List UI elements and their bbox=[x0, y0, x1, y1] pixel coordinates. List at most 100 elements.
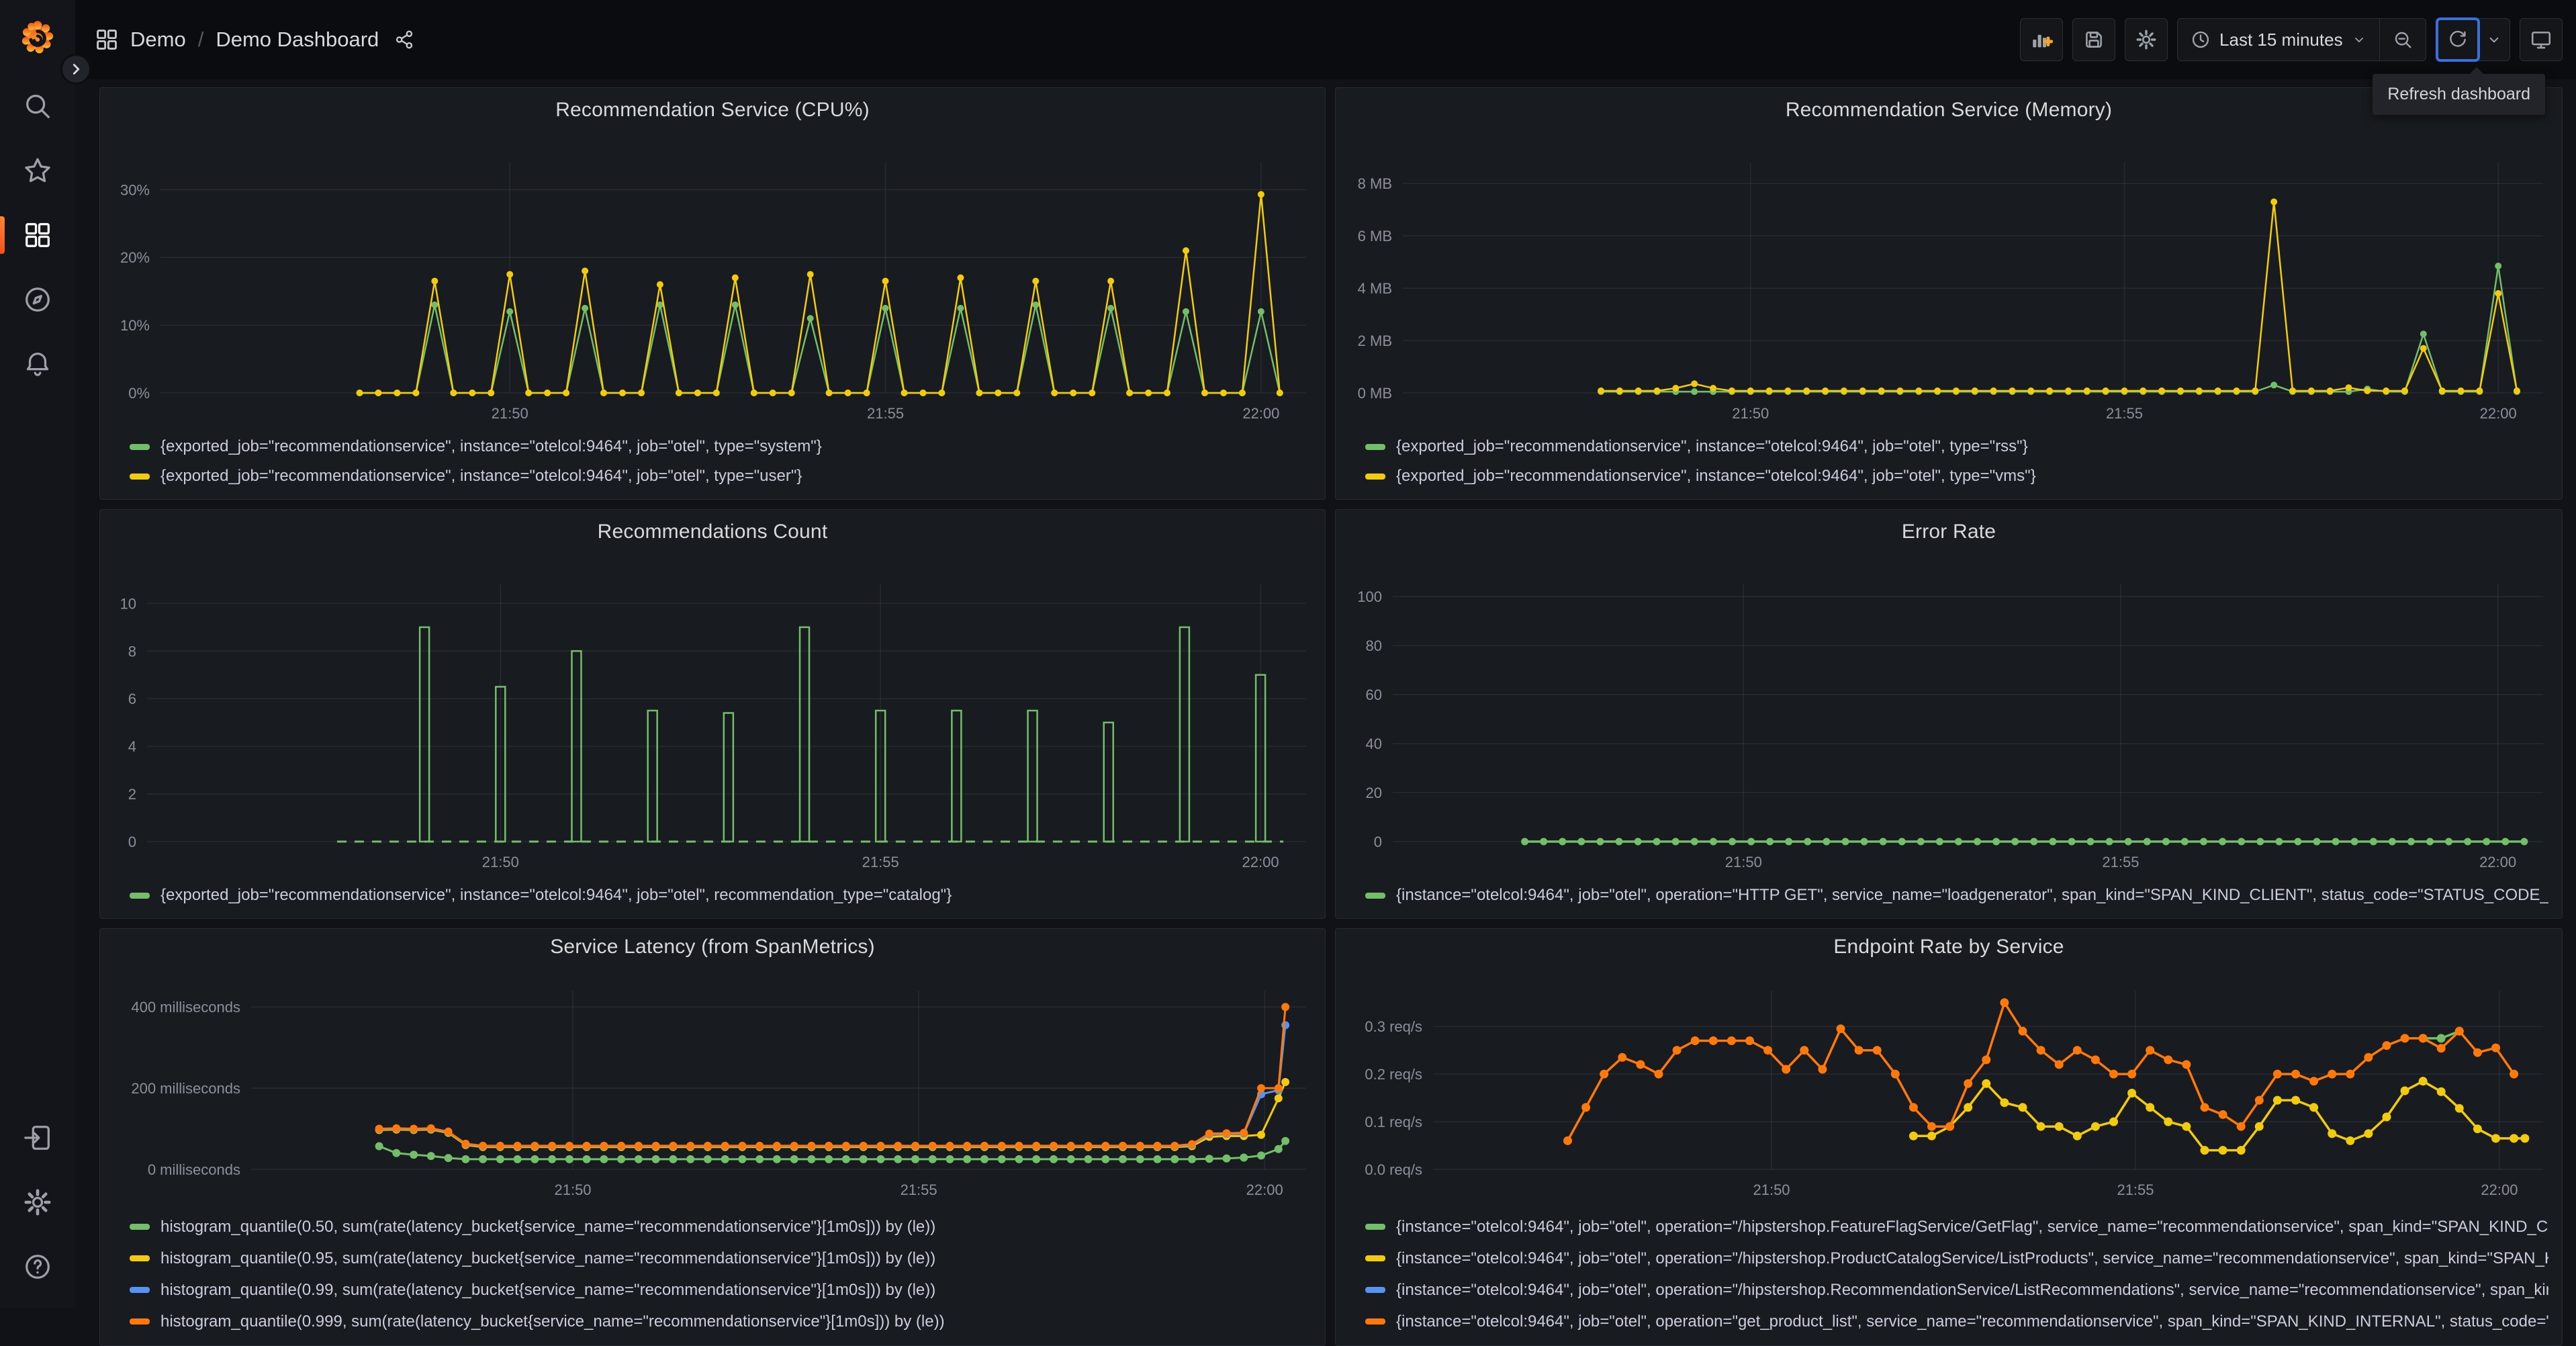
star-icon bbox=[22, 155, 53, 186]
sidebar-item-alerting[interactable] bbox=[0, 332, 75, 396]
panel-title[interactable]: Recommendations Count bbox=[598, 521, 828, 543]
legend-swatch-icon bbox=[130, 474, 150, 480]
bell-icon bbox=[22, 349, 53, 379]
panel-header[interactable]: Endpoint Rate by Service bbox=[1336, 929, 2562, 965]
svg-text:6: 6 bbox=[128, 690, 136, 707]
legend-item[interactable]: {exported_job="recommendationservice", i… bbox=[1365, 461, 2548, 491]
svg-text:21:50: 21:50 bbox=[1732, 405, 1769, 422]
svg-text:22:00: 22:00 bbox=[1242, 405, 1279, 422]
legend-item[interactable]: {instance="otelcol:9464", job="otel", op… bbox=[1365, 881, 2548, 910]
breadcrumb-folder[interactable]: Demo bbox=[130, 28, 186, 52]
panel-header[interactable]: Recommendation Service (CPU%) bbox=[100, 88, 1325, 132]
dashboard-settings-button[interactable] bbox=[2125, 18, 2168, 61]
legend-swatch-icon bbox=[130, 1255, 150, 1261]
svg-text:6 MB: 6 MB bbox=[1358, 228, 1392, 244]
legend-item[interactable]: {instance="otelcol:9464", job="otel", op… bbox=[1365, 1274, 2548, 1306]
time-range-picker[interactable]: Last 15 minutes bbox=[2178, 19, 2379, 60]
svg-text:40: 40 bbox=[1366, 735, 1382, 752]
svg-text:22:00: 22:00 bbox=[1246, 1181, 1283, 1198]
add-panel-icon bbox=[2030, 28, 2053, 51]
legend-swatch-icon bbox=[130, 893, 150, 899]
sidebar-item-search[interactable] bbox=[0, 74, 75, 138]
sidebar-item-dashboards[interactable] bbox=[0, 203, 75, 267]
panel-title[interactable]: Endpoint Rate by Service bbox=[1833, 936, 2064, 958]
legend-item[interactable]: {instance="otelcol:9464", job="otel", op… bbox=[1365, 1211, 2548, 1243]
legend-swatch-icon bbox=[130, 1318, 150, 1325]
legend-item[interactable]: {exported_job="recommendationservice", i… bbox=[1365, 432, 2548, 461]
svg-text:400 milliseconds: 400 milliseconds bbox=[131, 999, 240, 1016]
active-indicator bbox=[0, 216, 5, 254]
panel-header[interactable]: Service Latency (from SpanMetrics) bbox=[100, 929, 1325, 965]
svg-text:0 milliseconds: 0 milliseconds bbox=[148, 1161, 240, 1178]
svg-text:0 MB: 0 MB bbox=[1358, 385, 1392, 402]
sidebar-item-help[interactable] bbox=[0, 1235, 75, 1299]
legend-item[interactable]: histogram_quantile(0.999, sum(rate(laten… bbox=[130, 1306, 1312, 1337]
compass-icon bbox=[22, 284, 53, 315]
legend-item[interactable]: {exported_job="recommendationservice", i… bbox=[130, 881, 1312, 910]
sidebar-item-sign-in[interactable] bbox=[0, 1106, 75, 1170]
refresh-group bbox=[2436, 18, 2510, 61]
panel-title[interactable]: Error Rate bbox=[1902, 521, 1996, 543]
legend-item[interactable]: {instance="otelcol:9464", job="otel", op… bbox=[1365, 1243, 2548, 1274]
breadcrumb-dashboard[interactable]: Demo Dashboard bbox=[216, 28, 379, 52]
legend-swatch-icon bbox=[1365, 474, 1385, 480]
count-legend: {exported_job="recommendationservice", i… bbox=[100, 881, 1325, 918]
legend-swatch-icon bbox=[1365, 893, 1385, 899]
sidebar bbox=[0, 0, 75, 1308]
top-nav: Demo / Demo Dashboard bbox=[75, 0, 2576, 79]
svg-text:0%: 0% bbox=[128, 385, 150, 402]
svg-text:22:00: 22:00 bbox=[2481, 1181, 2518, 1198]
tv-mode-button[interactable] bbox=[2520, 18, 2563, 61]
legend-label: {instance="otelcol:9464", job="otel", op… bbox=[1396, 886, 2548, 905]
sidebar-item-favorites[interactable] bbox=[0, 138, 75, 203]
legend-item[interactable]: {instance="otelcol:9464", job="otel", op… bbox=[1365, 1306, 2548, 1337]
panel-title[interactable]: Recommendation Service (CPU%) bbox=[555, 99, 870, 122]
svg-text:0.0 req/s: 0.0 req/s bbox=[1365, 1161, 1422, 1178]
svg-text:0.2 req/s: 0.2 req/s bbox=[1365, 1066, 1422, 1083]
legend-swatch-icon bbox=[1365, 444, 1385, 450]
sidebar-item-settings[interactable] bbox=[0, 1170, 75, 1235]
add-panel-button[interactable] bbox=[2020, 18, 2063, 61]
expand-sidebar-button[interactable] bbox=[60, 54, 91, 85]
svg-text:2: 2 bbox=[128, 786, 136, 803]
legend-label: {exported_job="recommendationservice", i… bbox=[1396, 467, 2036, 486]
svg-text:30%: 30% bbox=[120, 181, 150, 198]
legend-label: {exported_job="recommendationservice", i… bbox=[160, 886, 952, 905]
nav-actions: Last 15 minutes bbox=[2020, 18, 2563, 61]
zoom-out-button[interactable] bbox=[2380, 19, 2426, 60]
svg-text:4: 4 bbox=[128, 738, 136, 755]
monitor-icon bbox=[2530, 28, 2552, 51]
legend-item[interactable]: {exported_job="recommendationservice", i… bbox=[130, 461, 1312, 491]
legend-item[interactable]: histogram_quantile(0.99, sum(rate(latenc… bbox=[130, 1274, 1312, 1306]
legend-swatch-icon bbox=[130, 1287, 150, 1293]
refresh-icon bbox=[2447, 29, 2469, 50]
svg-text:80: 80 bbox=[1366, 637, 1382, 654]
svg-text:10: 10 bbox=[120, 595, 136, 612]
legend-item[interactable]: {exported_job="recommendationservice", i… bbox=[130, 432, 1312, 461]
save-icon bbox=[2082, 28, 2105, 51]
panel-title[interactable]: Service Latency (from SpanMetrics) bbox=[550, 936, 875, 958]
svg-text:20%: 20% bbox=[120, 249, 150, 266]
sidebar-item-explore[interactable] bbox=[0, 267, 75, 332]
panel-header[interactable]: Recommendations Count bbox=[100, 510, 1325, 554]
panel-title[interactable]: Recommendation Service (Memory) bbox=[1786, 99, 2112, 122]
svg-text:21:50: 21:50 bbox=[482, 854, 519, 870]
panel-header[interactable]: Error Rate bbox=[1336, 510, 2562, 554]
share-icon[interactable] bbox=[394, 29, 415, 50]
legend-swatch-icon bbox=[1365, 1318, 1385, 1325]
legend-item[interactable]: histogram_quantile(0.95, sum(rate(latenc… bbox=[130, 1243, 1312, 1274]
refresh-interval-dropdown[interactable] bbox=[2479, 19, 2510, 60]
svg-text:22:00: 22:00 bbox=[2480, 405, 2517, 422]
error-rate-legend: {instance="otelcol:9464", job="otel", op… bbox=[1336, 881, 2562, 918]
legend-item[interactable]: histogram_quantile(0.50, sum(rate(latenc… bbox=[130, 1211, 1312, 1243]
refresh-button[interactable] bbox=[2436, 17, 2480, 61]
save-dashboard-button[interactable] bbox=[2072, 18, 2115, 61]
